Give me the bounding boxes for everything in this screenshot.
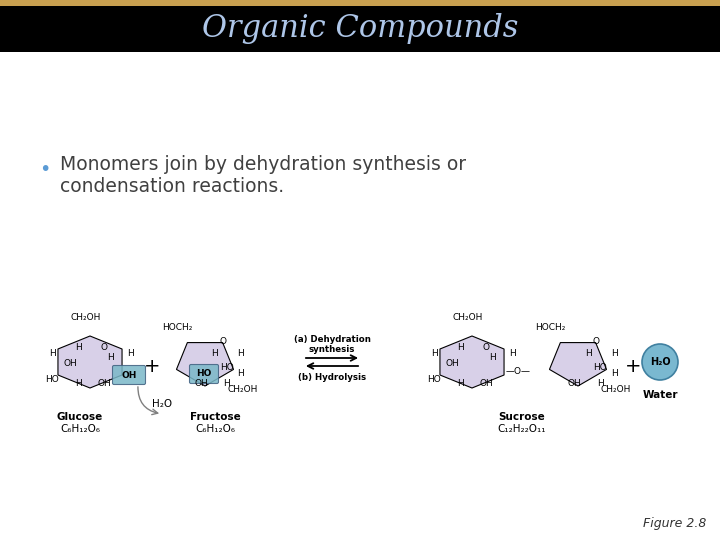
- Text: HO: HO: [197, 369, 212, 379]
- Text: H: H: [585, 349, 591, 359]
- Text: CH₂OH: CH₂OH: [228, 386, 258, 395]
- Text: OH: OH: [121, 370, 137, 380]
- Text: H: H: [49, 349, 55, 359]
- Text: H: H: [107, 353, 113, 361]
- Circle shape: [642, 344, 678, 380]
- Text: Water: Water: [642, 390, 678, 400]
- Text: O: O: [101, 343, 107, 353]
- Text: C₁₂H₂₂O₁₁: C₁₂H₂₂O₁₁: [498, 424, 546, 434]
- Text: H: H: [212, 349, 218, 359]
- Text: H: H: [238, 369, 244, 379]
- FancyBboxPatch shape: [189, 364, 218, 383]
- Text: C₆H₁₂O₆: C₆H₁₂O₆: [195, 424, 235, 434]
- Text: H: H: [508, 349, 516, 359]
- Text: H: H: [597, 380, 603, 388]
- Text: OH: OH: [567, 380, 581, 388]
- Text: —O—: —O—: [505, 368, 531, 376]
- Text: H: H: [75, 343, 81, 353]
- Text: (a) Dehydration: (a) Dehydration: [294, 335, 370, 345]
- Bar: [0, 6, 720, 52]
- Text: OH: OH: [97, 380, 111, 388]
- Text: C₆H₁₂O₆: C₆H₁₂O₆: [60, 424, 100, 434]
- Bar: [0, 0, 720, 6]
- Polygon shape: [549, 342, 606, 386]
- Polygon shape: [176, 342, 233, 386]
- Text: H: H: [238, 349, 244, 359]
- Text: OH: OH: [194, 380, 208, 388]
- FancyBboxPatch shape: [112, 366, 145, 384]
- Text: HO: HO: [45, 375, 59, 384]
- Text: H: H: [611, 349, 617, 359]
- Text: HO: HO: [593, 362, 607, 372]
- Text: O: O: [482, 343, 490, 353]
- Text: (b) Hydrolysis: (b) Hydrolysis: [298, 374, 366, 382]
- Text: OH: OH: [63, 360, 77, 368]
- Text: Organic Compounds: Organic Compounds: [202, 14, 518, 44]
- Text: Fructose: Fructose: [189, 412, 240, 422]
- Text: synthesis: synthesis: [309, 346, 355, 354]
- Text: CH₂OH: CH₂OH: [453, 314, 483, 322]
- Text: HOCH₂: HOCH₂: [535, 323, 565, 333]
- Text: condensation reactions.: condensation reactions.: [60, 177, 284, 196]
- Text: HOCH₂: HOCH₂: [162, 323, 192, 333]
- Text: H: H: [611, 369, 617, 379]
- Text: H: H: [224, 380, 230, 388]
- Text: +: +: [144, 357, 161, 376]
- Text: Glucose: Glucose: [57, 412, 103, 422]
- Text: O: O: [220, 338, 227, 347]
- Text: H: H: [489, 353, 495, 361]
- Text: H: H: [456, 343, 464, 353]
- Text: •: •: [40, 160, 50, 179]
- Text: H: H: [431, 349, 437, 359]
- Text: HO: HO: [220, 362, 234, 372]
- Text: +: +: [625, 357, 642, 376]
- Text: CH₂OH: CH₂OH: [71, 314, 102, 322]
- Text: Figure 2.8: Figure 2.8: [643, 517, 706, 530]
- Text: CH₂OH: CH₂OH: [600, 386, 631, 395]
- Text: OH: OH: [479, 380, 493, 388]
- Text: OH: OH: [445, 360, 459, 368]
- Polygon shape: [440, 336, 504, 388]
- Text: O: O: [593, 338, 600, 347]
- Polygon shape: [58, 336, 122, 388]
- Text: Monomers join by dehydration synthesis or: Monomers join by dehydration synthesis o…: [60, 155, 466, 174]
- Text: H₂O: H₂O: [649, 357, 670, 367]
- Text: H: H: [456, 380, 464, 388]
- Text: HO: HO: [427, 375, 441, 384]
- Text: H: H: [75, 380, 81, 388]
- Text: Sucrose: Sucrose: [499, 412, 545, 422]
- Text: H: H: [127, 349, 133, 359]
- Text: H₂O: H₂O: [152, 399, 172, 409]
